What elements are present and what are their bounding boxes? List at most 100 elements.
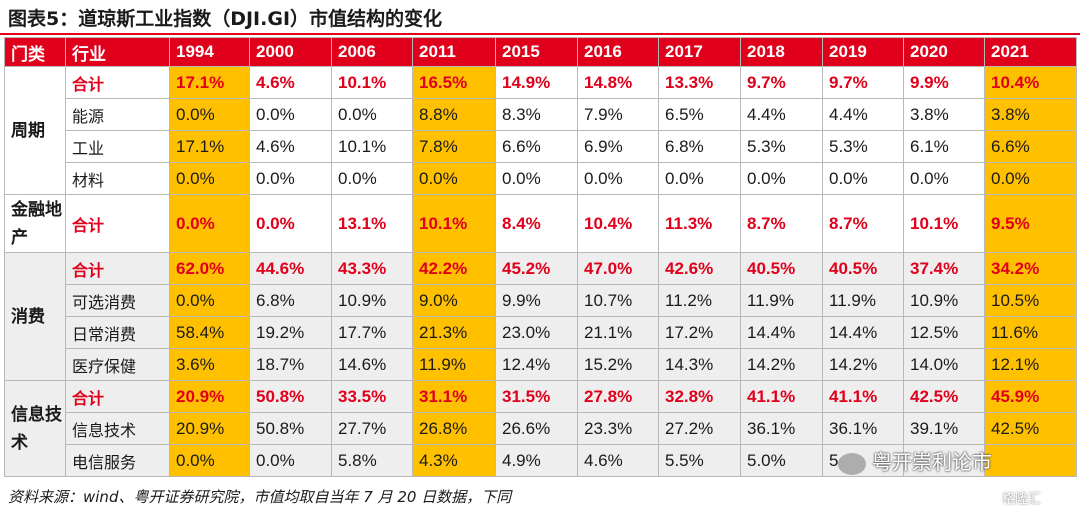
- value-cell: 11.9%: [740, 284, 823, 317]
- value-cell: 6.5%: [658, 98, 741, 131]
- value-cell: 8.7%: [822, 194, 904, 253]
- value-cell: 0.0%: [169, 284, 250, 317]
- value-cell: 45.9%: [984, 380, 1077, 413]
- value-cell: 0.0%: [169, 194, 250, 253]
- value-cell: 0.0%: [903, 162, 985, 195]
- table-row: 能源 0.0% 0.0% 0.0% 8.8% 8.3% 7.9% 6.5% 4.4% 4.4% 3.…: [5, 98, 1077, 131]
- header-industry: 行业: [65, 37, 170, 67]
- value-cell: 40.5%: [822, 252, 904, 285]
- table-row: 周期 合计 17.1% 4.6% 10.1% 16.5% 14.9% 14.8% 13.3% 9.…: [4, 66, 1077, 195]
- table-row: 医疗保健 3.6% 18.7% 14.6% 11.9% 12.4% 15.2% 14.3% 14…: [5, 348, 1077, 381]
- value-cell: 4.4%: [740, 98, 823, 131]
- industry-cell: 医疗保健: [65, 348, 170, 381]
- value-cell: 8.8%: [412, 98, 496, 131]
- value-cell: 0.0%: [984, 162, 1077, 195]
- industry-cell: 电信服务: [65, 444, 170, 477]
- value-cell: 14.8%: [577, 66, 659, 99]
- watermark-text: 粤开崇利论市: [872, 450, 992, 474]
- value-cell: 14.0%: [903, 348, 985, 381]
- value-cell: 14.2%: [740, 348, 823, 381]
- header-2016: 2016: [577, 37, 659, 67]
- value-cell: [984, 444, 1077, 477]
- value-cell: 4.3%: [412, 444, 496, 477]
- value-cell: 26.6%: [495, 412, 578, 445]
- value-cell: 11.6%: [984, 316, 1077, 349]
- value-cell: 27.2%: [658, 412, 741, 445]
- header-1994: 1994: [169, 37, 250, 67]
- value-cell: 9.9%: [903, 66, 985, 99]
- value-cell: 4.6%: [249, 66, 332, 99]
- value-cell: 6.6%: [984, 130, 1077, 163]
- value-cell: 26.8%: [412, 412, 496, 445]
- value-cell: 5.5%: [658, 444, 741, 477]
- value-cell: 9.7%: [740, 66, 823, 99]
- value-cell: 4.9%: [495, 444, 578, 477]
- value-cell: 41.1%: [822, 380, 904, 413]
- value-cell: 6.8%: [249, 284, 332, 317]
- value-cell: 9.5%: [984, 194, 1077, 253]
- value-cell: 8.3%: [495, 98, 578, 131]
- value-cell: 0.0%: [249, 162, 332, 195]
- value-cell: 11.3%: [658, 194, 741, 253]
- value-cell: 3.8%: [903, 98, 985, 131]
- table-row: 材料 0.0% 0.0% 0.0% 0.0% 0.0% 0.0% 0.0% 0.0% 0.0% 0.…: [5, 162, 1077, 195]
- header-row: 门类 行业 1994 2000 2006 2011 2015 2016 2017…: [4, 37, 1077, 67]
- value-cell: 27.7%: [331, 412, 413, 445]
- value-cell: 47.0%: [577, 252, 659, 285]
- value-cell: 0.0%: [249, 194, 332, 253]
- value-cell: 7.9%: [577, 98, 659, 131]
- table-row: 电信服务 0.0% 0.0% 5.8% 4.3% 4.9% 4.6% 5.5% 5.0% 5: [5, 444, 1077, 477]
- value-cell: 36.1%: [740, 412, 823, 445]
- value-cell: 10.1%: [903, 194, 985, 253]
- value-cell: [903, 444, 985, 477]
- value-cell: 10.7%: [577, 284, 659, 317]
- value-cell: 0.0%: [249, 98, 332, 131]
- industry-cell: 合计: [65, 252, 170, 285]
- value-cell: 4.4%: [822, 98, 904, 131]
- watermark-secondary: 格隆汇: [1002, 492, 1042, 507]
- value-cell: 14.6%: [331, 348, 413, 381]
- value-cell: 17.2%: [658, 316, 741, 349]
- header-2019: 2019: [822, 37, 904, 67]
- value-cell: 14.4%: [822, 316, 904, 349]
- value-cell: 12.5%: [903, 316, 985, 349]
- value-cell: 5.0%: [740, 444, 823, 477]
- industry-cell: 合计: [65, 66, 170, 99]
- industry-cell: 材料: [65, 162, 170, 195]
- value-cell: 17.7%: [331, 316, 413, 349]
- value-cell: 6.1%: [903, 130, 985, 163]
- value-cell: 5.3%: [822, 130, 904, 163]
- value-cell: 41.1%: [740, 380, 823, 413]
- value-cell: 14.4%: [740, 316, 823, 349]
- value-cell: 0.0%: [822, 162, 904, 195]
- value-cell: 0.0%: [331, 98, 413, 131]
- header-2015: 2015: [495, 37, 578, 67]
- value-cell: 3.6%: [169, 348, 250, 381]
- value-cell: 6.8%: [658, 130, 741, 163]
- value-cell: 0.0%: [169, 98, 250, 131]
- value-cell: 20.9%: [169, 412, 250, 445]
- title-divider: [0, 33, 1080, 35]
- value-cell: 27.8%: [577, 380, 659, 413]
- value-cell: 50.8%: [249, 412, 332, 445]
- value-cell: 11.9%: [822, 284, 904, 317]
- table-row: 可选消费 0.0% 6.8% 10.9% 9.0% 9.9% 10.7% 11.2% 11.9%…: [5, 284, 1077, 317]
- value-cell: 17.1%: [169, 66, 250, 99]
- industry-cell: 能源: [65, 98, 170, 131]
- value-cell: 9.0%: [412, 284, 496, 317]
- header-2011: 2011: [412, 37, 496, 67]
- value-cell: 11.2%: [658, 284, 741, 317]
- value-cell: 36.1%: [822, 412, 904, 445]
- header-2018: 2018: [740, 37, 823, 67]
- header-2021: 2021: [984, 37, 1077, 67]
- value-cell: 9.9%: [495, 284, 578, 317]
- value-cell: 0.0%: [495, 162, 578, 195]
- header-2020: 2020: [903, 37, 985, 67]
- header-category: 门类: [4, 37, 66, 67]
- value-cell: 43.3%: [331, 252, 413, 285]
- value-cell: 5.3%: [740, 130, 823, 163]
- category-cell: 金融地产: [4, 194, 66, 253]
- value-cell: 39.1%: [903, 412, 985, 445]
- value-cell: 6.9%: [577, 130, 659, 163]
- value-cell: 34.2%: [984, 252, 1077, 285]
